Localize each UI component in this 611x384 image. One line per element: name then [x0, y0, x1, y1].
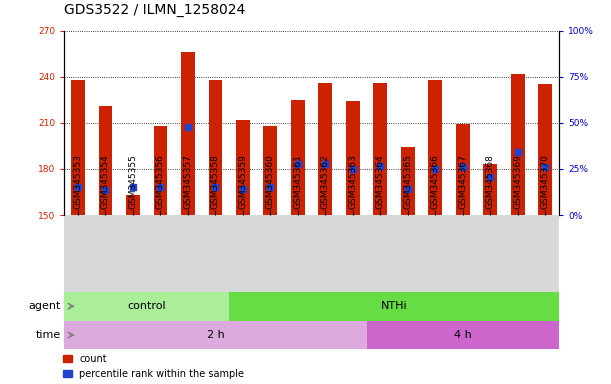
Bar [511, 74, 525, 215]
Point [348, 166, 358, 172]
Bar [236, 120, 250, 215]
Point [541, 164, 551, 170]
Point [486, 174, 496, 180]
Point [100, 187, 111, 194]
Bar [71, 80, 85, 215]
Point [376, 163, 386, 169]
Point [293, 161, 303, 167]
Bar [208, 80, 222, 215]
Legend: count, percentile rank within the sample: count, percentile rank within the sample [63, 354, 244, 379]
Point [266, 184, 276, 190]
Text: control: control [127, 301, 166, 311]
Text: 2 h: 2 h [207, 330, 224, 340]
Text: 4 h: 4 h [454, 330, 472, 340]
Bar [367, 321, 559, 349]
Bar [318, 83, 332, 215]
Bar [153, 126, 167, 215]
Text: GDS3522 / ILMN_1258024: GDS3522 / ILMN_1258024 [64, 3, 246, 17]
Bar [181, 52, 195, 215]
Point [156, 184, 166, 190]
Point [431, 166, 441, 172]
Point [238, 186, 248, 192]
Bar [98, 106, 112, 215]
Bar [428, 80, 442, 215]
Point [321, 161, 331, 167]
Bar [263, 126, 277, 215]
Point [403, 186, 413, 192]
Bar [401, 147, 415, 215]
Point [73, 184, 83, 190]
Point [128, 184, 138, 190]
Bar [346, 101, 360, 215]
Bar [64, 321, 367, 349]
Bar [291, 100, 305, 215]
Bar [538, 84, 552, 215]
Bar [483, 164, 497, 215]
Bar [64, 292, 229, 321]
Bar [373, 83, 387, 215]
Bar [126, 195, 140, 215]
Point [458, 164, 468, 170]
Point [513, 149, 523, 155]
Text: NTHi: NTHi [381, 301, 408, 311]
Point [210, 184, 221, 190]
Text: time: time [36, 330, 61, 340]
Bar [456, 124, 470, 215]
Text: agent: agent [29, 301, 61, 311]
Bar [229, 292, 559, 321]
Point [183, 124, 193, 131]
